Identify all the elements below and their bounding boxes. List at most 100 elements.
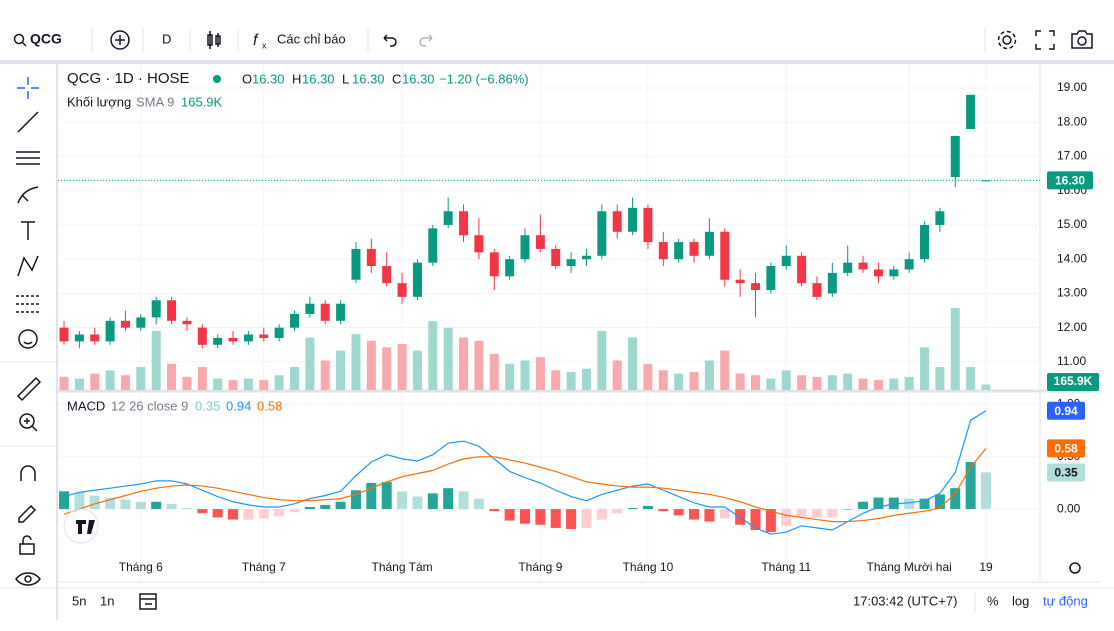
undo-icon[interactable] [383, 34, 397, 47]
y-tick-label: 19.00 [1057, 80, 1087, 94]
candle-body [781, 255, 791, 267]
volume-bar [566, 371, 576, 390]
left-toolbar [0, 64, 58, 620]
fullscreen-icon[interactable] [1035, 30, 1055, 50]
macd-histogram-bar [765, 509, 776, 533]
signal-line [63, 448, 987, 523]
visibility-tool[interactable] [15, 572, 41, 586]
lock-draw-tool[interactable] [18, 504, 37, 523]
macd-histogram-bar [489, 509, 500, 512]
crosshair-tool[interactable] [17, 77, 39, 99]
macd-line [63, 410, 987, 535]
volume-bar [674, 373, 684, 390]
macd-histogram-bar [919, 498, 930, 510]
macd-legend-hist: 0.35 [195, 398, 220, 413]
toolbar-divider [0, 60, 1114, 64]
volume-bar [228, 380, 238, 390]
volume-bar [781, 370, 791, 390]
candle-body [581, 255, 591, 260]
brush-tool[interactable] [17, 186, 39, 204]
macd-histogram-bar [504, 509, 515, 521]
redo-icon[interactable] [419, 34, 433, 47]
macd-histogram-bar [458, 491, 469, 510]
candle-body [535, 235, 545, 249]
candle-body [259, 334, 269, 338]
text-tool[interactable] [21, 221, 35, 240]
lock-shackle [22, 535, 32, 544]
macd-histogram-bar [181, 508, 192, 510]
search-icon[interactable] [13, 33, 25, 45]
percent-toggle[interactable]: % [987, 593, 999, 608]
volume-tag-label: 165.9K [1054, 374, 1093, 388]
y-tick-label: 18.00 [1057, 114, 1087, 128]
candle-body [704, 231, 714, 256]
axis-settings-icon[interactable] [1069, 562, 1081, 574]
candle-body [136, 317, 146, 328]
candle-body [366, 248, 376, 267]
macd-histogram-bar [274, 509, 285, 517]
macd-histogram-bar [811, 509, 822, 518]
snapshot-icon[interactable] [1071, 30, 1093, 49]
ohlc-value: 16.30 [352, 71, 385, 86]
volume-bar [797, 375, 807, 390]
indicators-button[interactable]: Các chỉ báo [277, 31, 346, 46]
settings-icon[interactable] [1002, 35, 1012, 45]
lock-tool[interactable] [19, 543, 35, 555]
candle-body [397, 283, 407, 297]
volume-bar [858, 378, 868, 390]
candle-body [966, 94, 976, 130]
zoom-tool[interactable] [19, 413, 35, 429]
indicator-icon[interactable]: f [253, 32, 259, 49]
x-tick-label: Tháng Mười hai [867, 560, 952, 574]
volume-bar [274, 375, 284, 390]
prediction-tool[interactable] [16, 295, 40, 313]
candle-body [351, 248, 361, 280]
x-tick-label: Tháng 9 [518, 560, 562, 574]
candle-body [243, 334, 253, 342]
volume-bar [720, 350, 730, 390]
trendline-tool[interactable] [17, 111, 39, 133]
candle-body [520, 235, 530, 260]
x-tick-label: 19 [979, 560, 993, 574]
snapshot-lens [1077, 36, 1087, 46]
symbol[interactable]: QCG [30, 31, 62, 47]
y-tick-label: 11.00 [1057, 354, 1086, 368]
macd-histogram-bar [258, 509, 269, 519]
zoom-tool-plus [24, 418, 38, 432]
candle-body [213, 337, 223, 345]
volume-bar [843, 373, 853, 390]
add-symbol-icon[interactable] [110, 30, 130, 50]
interval[interactable]: D [162, 31, 171, 46]
emoji-tool[interactable] [18, 329, 38, 349]
chart-type-icon[interactable] [207, 31, 221, 49]
macd-histogram-bar [781, 509, 792, 526]
x-tick-label: Tháng 6 [119, 560, 163, 574]
ruler-tool[interactable] [16, 376, 42, 402]
candle-body [674, 242, 684, 260]
pattern-tool[interactable] [17, 255, 39, 277]
macd-legend-signal: 0.58 [257, 398, 282, 413]
volume-bar [351, 334, 361, 390]
plot [58, 94, 1040, 535]
macd-histogram-bar [366, 482, 377, 510]
auto-toggle[interactable]: tự động [1043, 593, 1088, 608]
macd-histogram-bar [550, 509, 561, 528]
candle-body [935, 211, 945, 225]
range-1d[interactable]: 1n [100, 593, 114, 608]
macd-histogram-bar [965, 462, 976, 510]
goto-date-icon[interactable] [139, 593, 157, 610]
volume-bar [658, 370, 668, 390]
candle-body [305, 303, 315, 314]
range-5d[interactable]: 5n [72, 593, 86, 608]
fib-tool[interactable] [16, 151, 40, 165]
magnet-tool[interactable] [20, 465, 36, 481]
tv-logo[interactable] [76, 520, 95, 534]
candle-body [858, 262, 868, 270]
volume-bar [412, 350, 422, 390]
volume-bar [505, 363, 515, 390]
macd-legend-name: MACD [67, 398, 105, 413]
volume-bar [105, 370, 115, 390]
macd-histogram-bar [934, 494, 945, 510]
log-toggle[interactable]: log [1012, 593, 1029, 608]
